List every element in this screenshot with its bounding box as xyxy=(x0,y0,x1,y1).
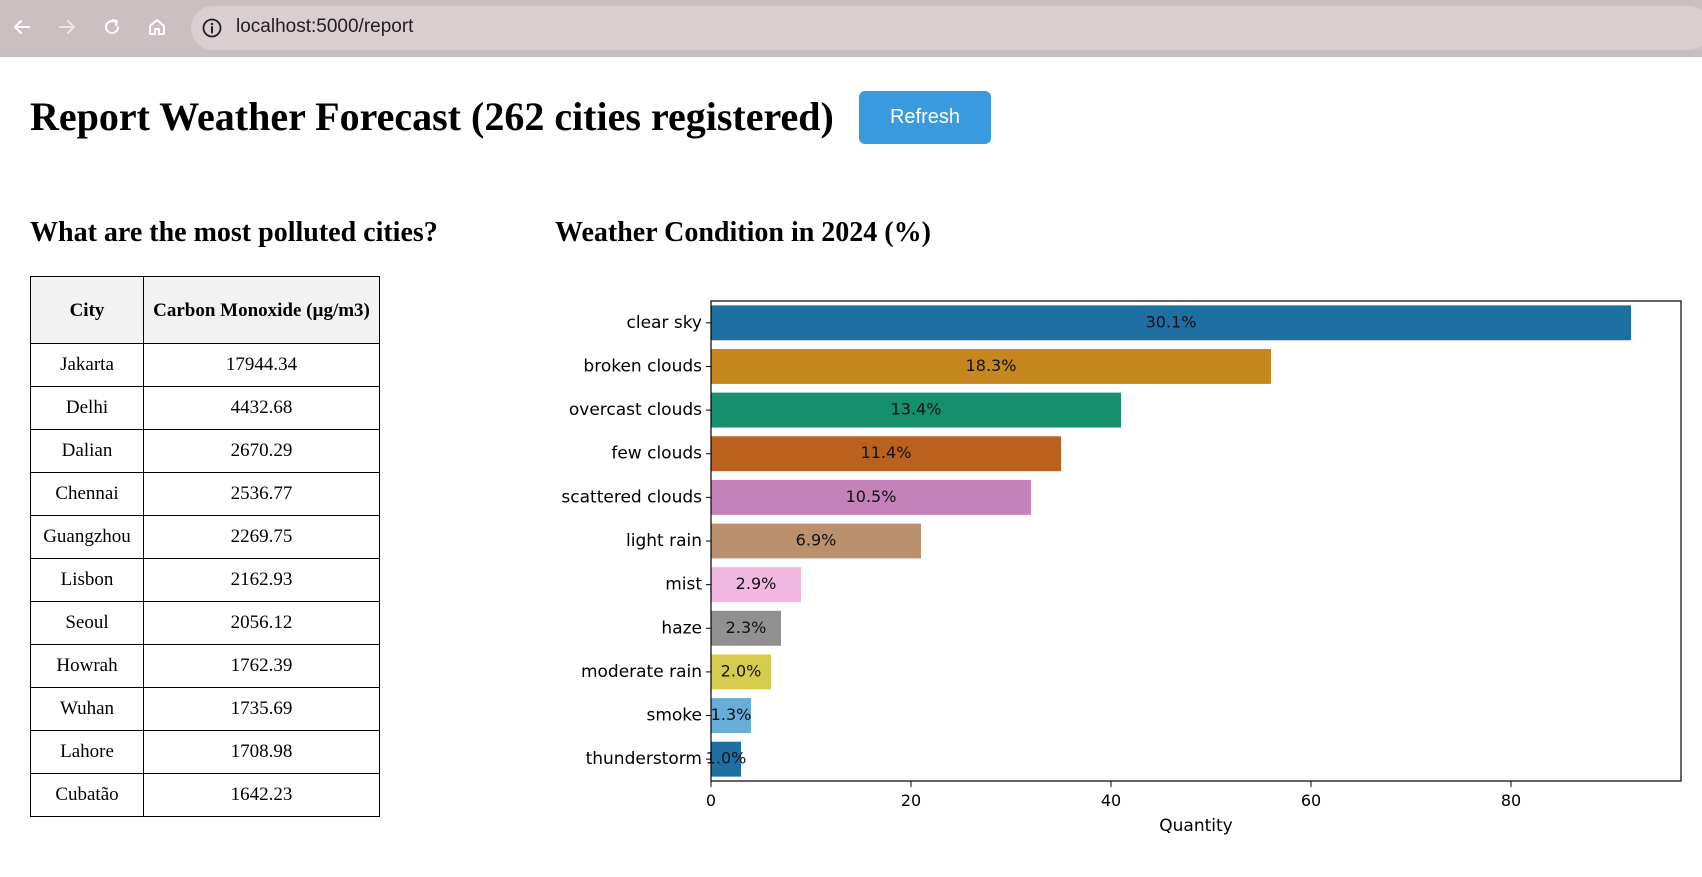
column-header-city: City xyxy=(30,276,144,344)
city-cell: Lahore xyxy=(30,730,144,774)
city-cell: Dalian xyxy=(30,429,144,473)
x-axis-label: Quantity xyxy=(1159,816,1232,836)
data-label: 6.9% xyxy=(796,531,837,550)
arrow-right-icon xyxy=(59,20,75,34)
bar xyxy=(711,479,1031,515)
data-label: 1.0% xyxy=(706,749,747,768)
y-tick-label: few clouds xyxy=(611,444,702,464)
page-title: Report Weather Forecast (262 cities regi… xyxy=(30,94,834,139)
y-tick-label: clear sky xyxy=(627,313,703,333)
table-row: Guangzhou 2269.75 xyxy=(30,515,380,559)
pollution-heading: What are the most polluted cities? xyxy=(30,217,438,248)
co-value-cell: 2056.12 xyxy=(143,601,380,645)
co-value-cell: 1735.69 xyxy=(143,687,380,731)
pollution-table: City Carbon Monoxide (µg/m3) Jakarta 1794… xyxy=(30,276,380,817)
city-cell: Jakarta xyxy=(30,343,144,387)
address-bar[interactable] xyxy=(191,6,1702,50)
bar xyxy=(711,305,1631,341)
bar xyxy=(711,349,1271,384)
weather-heading: Weather Condition in 2024 (%) xyxy=(555,217,931,248)
forward-button[interactable] xyxy=(51,11,83,43)
reload-button[interactable] xyxy=(96,11,128,43)
y-tick-label: light rain xyxy=(626,531,702,551)
table-row: Delhi 4432.68 xyxy=(30,386,380,430)
table-row: Dalian 2670.29 xyxy=(30,429,380,473)
bar xyxy=(711,741,741,777)
table-header-row: City Carbon Monoxide (µg/m3) xyxy=(30,276,380,344)
data-label: 2.9% xyxy=(736,574,777,593)
home-button[interactable] xyxy=(141,11,173,43)
city-cell: Seoul xyxy=(30,601,144,645)
city-cell: Lisbon xyxy=(30,558,144,602)
data-label: 10.5% xyxy=(846,487,897,506)
table-row: Chennai 2536.77 xyxy=(30,472,380,516)
city-cell: Delhi xyxy=(30,386,144,430)
data-label: 2.3% xyxy=(726,618,767,637)
co-value-cell: 17944.34 xyxy=(143,343,380,387)
city-cell: Howrah xyxy=(30,644,144,688)
reload-icon xyxy=(105,19,120,35)
co-value-cell: 2536.77 xyxy=(143,472,380,516)
bar xyxy=(711,436,1061,472)
bar xyxy=(711,567,801,603)
data-label: 11.4% xyxy=(861,443,912,462)
bar xyxy=(711,654,771,690)
back-button[interactable] xyxy=(6,11,38,43)
x-tick-label: 0 xyxy=(706,791,716,810)
data-label: 30.1% xyxy=(1146,312,1197,331)
url-text[interactable]: localhost:5000/report xyxy=(236,16,414,37)
y-tick-label: scattered clouds xyxy=(561,487,702,507)
site-info-icon[interactable] xyxy=(200,16,224,40)
table-row: Lahore 1708.98 xyxy=(30,730,380,774)
column-header-carbon-monoxide: Carbon Monoxide (µg/m3) xyxy=(143,276,380,344)
table-row: Jakarta 17944.34 xyxy=(30,343,380,387)
bar xyxy=(711,523,921,559)
table-row: Wuhan 1735.69 xyxy=(30,687,380,731)
refresh-button[interactable]: Refresh xyxy=(859,91,991,144)
y-tick-label: haze xyxy=(661,618,702,638)
city-cell: Chennai xyxy=(30,472,144,516)
arrow-left-icon xyxy=(14,20,30,34)
co-value-cell: 2269.75 xyxy=(143,515,380,559)
co-value-cell: 2670.29 xyxy=(143,429,380,473)
y-tick-label: smoke xyxy=(646,706,702,726)
bar xyxy=(711,392,1121,428)
table-row: Seoul 2056.12 xyxy=(30,601,380,645)
x-tick-label: 60 xyxy=(1301,791,1321,810)
city-cell: Wuhan xyxy=(30,687,144,731)
y-tick-label: thunderstorm xyxy=(586,749,702,769)
y-tick-label: mist xyxy=(665,575,702,595)
co-value-cell: 1642.23 xyxy=(143,773,380,817)
y-tick-label: moderate rain xyxy=(581,662,702,682)
y-tick-label: overcast clouds xyxy=(569,400,702,420)
table-row: Howrah 1762.39 xyxy=(30,644,380,688)
co-value-cell: 2162.93 xyxy=(143,558,380,602)
toolbar-divider xyxy=(0,50,1702,57)
table-row: Cubatão 1642.23 xyxy=(30,773,380,817)
x-tick-label: 40 xyxy=(1101,791,1121,810)
data-label: 13.4% xyxy=(891,400,942,419)
y-tick-label: broken clouds xyxy=(583,356,702,376)
co-value-cell: 1708.98 xyxy=(143,730,380,774)
data-label: 2.0% xyxy=(721,661,762,680)
city-cell: Guangzhou xyxy=(30,515,144,559)
x-tick-label: 80 xyxy=(1501,791,1521,810)
co-value-cell: 4432.68 xyxy=(143,386,380,430)
home-icon xyxy=(149,19,165,35)
weather-condition-chart: clear sky 30.1% broken clouds 18.3% overcast… xyxy=(561,300,1682,836)
data-label: 1.3% xyxy=(711,705,752,724)
data-label: 18.3% xyxy=(966,356,1017,375)
bar xyxy=(711,698,751,733)
plot-frame xyxy=(710,300,1682,782)
city-cell: Cubatão xyxy=(30,773,144,817)
bar xyxy=(711,610,781,646)
table-row: Lisbon 2162.93 xyxy=(30,558,380,602)
co-value-cell: 1762.39 xyxy=(143,644,380,688)
x-tick-label: 20 xyxy=(901,791,921,810)
browser-toolbar: localhost:5000/report xyxy=(0,0,1702,57)
